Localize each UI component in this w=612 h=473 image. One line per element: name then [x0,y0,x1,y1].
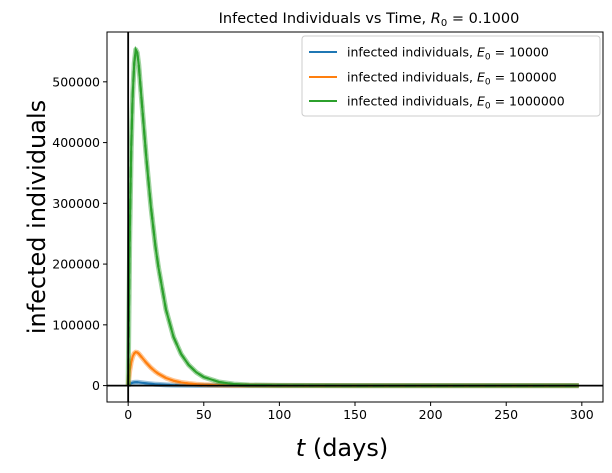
legend: infected individuals, E0 = 10000 infecte… [301,35,601,117]
x-tick-label-1: 50 [196,407,212,422]
y-tick-label-3: 300000 [52,196,100,211]
legend-entry-1: infected individuals, E0 = 10000 [309,45,549,63]
legend-label-1: infected individuals, E0 = 10000 [347,45,549,63]
y-axis-label: infected individuals [23,100,51,334]
x-tick-label-2: 100 [267,407,291,422]
x-axis-label: t (days) [296,434,388,462]
legend-label-3: infected individuals, E0 = 1000000 [347,94,565,112]
y-tick-label-5: 500000 [52,74,100,89]
y-tick-label-4: 400000 [52,135,100,150]
legend-entry-2: infected individuals, E0 = 100000 [309,70,557,88]
x-tick-label-6: 300 [570,407,594,422]
x-tick-label-5: 250 [494,407,518,422]
y-tick-label-2: 200000 [52,257,100,272]
x-tick-label-4: 200 [419,407,443,422]
chart-title: Infected Individuals vs Time, R0 = 0.100… [219,11,520,29]
plot-frame [106,31,604,403]
y-tick-label-0: 0 [92,378,100,393]
y-ticks: 0 100000 200000 300000 400000 500000 [52,74,107,393]
legend-box [301,35,601,117]
legend-entry-3: infected individuals, E0 = 1000000 [309,94,565,112]
series-dash-2 [127,351,579,387]
x-tick-label-0: 0 [124,407,132,422]
legend-label-2: infected individuals, E0 = 100000 [347,70,557,88]
x-ticks: 0 50 100 150 200 250 300 [124,402,594,422]
x-tick-label-3: 150 [343,407,367,422]
y-tick-label-1: 100000 [52,317,100,332]
